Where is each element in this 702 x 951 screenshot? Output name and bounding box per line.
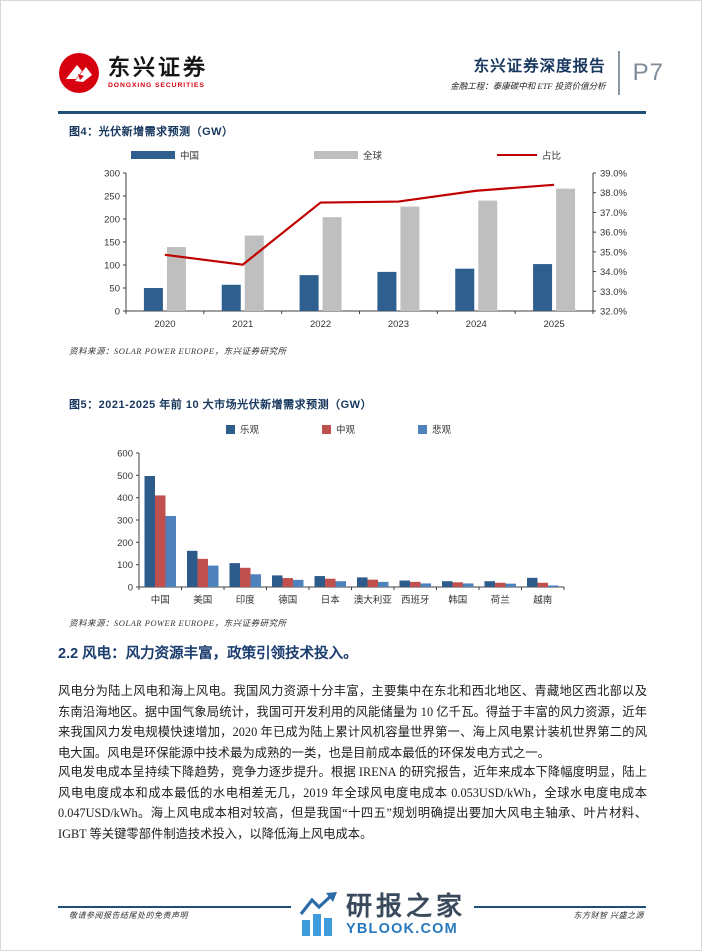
- footer-disclaimer-note: 敬请参阅报告结尾处的免责声明: [69, 911, 188, 920]
- yblook-logo-text: 研报之家 YBLOOK.COM: [346, 893, 466, 937]
- brand-text: 东兴证券 DONGXING SECURITIES: [108, 54, 209, 90]
- svg-text:澳大利亚: 澳大利亚: [354, 594, 393, 606]
- medium-swatch: [321, 424, 331, 434]
- svg-text:200: 200: [104, 215, 120, 226]
- legend-item-pessimistic: 悲观: [417, 422, 451, 436]
- figure4-chart: 0 50 100 150 200 250 300 32.0% 33.0% 34.0% 35.0% 36…: [96, 165, 641, 341]
- legend-item-global: 全球: [313, 148, 382, 162]
- svg-text:250: 250: [104, 192, 120, 203]
- page-header: 东兴证券 DONGXING SECURITIES 东兴证券深度报告 金融工程：泰…: [58, 51, 664, 95]
- figure5-legend: 乐观 中观 悲观: [226, 422, 451, 436]
- svg-text:2025: 2025: [544, 319, 565, 330]
- global-bar-swatch: [313, 151, 358, 159]
- svg-text:2024: 2024: [466, 319, 487, 330]
- yblook-watermark-logo: 研报之家 YBLOOK.COM: [291, 890, 475, 940]
- svg-text:500: 500: [117, 471, 133, 482]
- legend-label: 乐观: [240, 425, 260, 436]
- svg-text:38.0%: 38.0%: [600, 188, 627, 199]
- legend-label: 中观: [335, 425, 355, 436]
- svg-text:韩国: 韩国: [448, 594, 467, 606]
- svg-text:2020: 2020: [154, 319, 175, 330]
- legend-item-ratio: 占比: [496, 148, 561, 162]
- svg-text:300: 300: [104, 169, 120, 180]
- figure5-source: 资料来源：SOLAR POWER EUROPE，东兴证券研究所: [69, 618, 287, 628]
- optimistic-swatch: [226, 424, 235, 434]
- svg-text:32.0%: 32.0%: [600, 307, 627, 318]
- figure5-chart: 0 100 200 300 400 500 600 中国 美国 印度 德国 日本 澳大利亚 西班牙 韩国 荷兰…: [106, 445, 576, 617]
- china-bar-swatch: [131, 151, 175, 159]
- ratio-line-swatch: [496, 154, 537, 156]
- figure4-title: 图4：光伏新增需求预测（GW）: [69, 126, 234, 138]
- body-paragraph-2: 风电发电成本呈持续下降趋势，竞争力逐步提升。根据 IRENA 的研究报告，近年来…: [58, 765, 647, 842]
- yblook-logo-cn: 研报之家: [346, 891, 467, 922]
- svg-text:2022: 2022: [310, 319, 331, 330]
- svg-text:50: 50: [109, 284, 120, 295]
- svg-text:200: 200: [117, 538, 133, 549]
- svg-text:35.0%: 35.0%: [600, 247, 627, 258]
- header-divider: [617, 51, 620, 95]
- svg-text:400: 400: [117, 493, 133, 504]
- bar-chart-arrow-icon: [299, 892, 337, 936]
- svg-text:西班牙: 西班牙: [401, 594, 430, 606]
- svg-text:中国: 中国: [151, 594, 170, 606]
- body-paragraph-1: 风电分为陆上风电和海上风电。我国风力资源十分丰富，主要集中在东北和西北地区、青藏…: [58, 684, 647, 761]
- section-heading-2-2: 2.2 风电：风力资源丰富，政策引领技术投入。: [58, 646, 358, 662]
- report-subtitle: 金融工程：泰康碳中和 ETF 投资价值分析: [450, 81, 606, 91]
- svg-text:33.0%: 33.0%: [600, 287, 627, 298]
- svg-text:300: 300: [117, 516, 133, 527]
- figure4-legend: 中国 全球 占比: [131, 148, 561, 162]
- svg-text:荷兰: 荷兰: [491, 594, 510, 606]
- svg-text:德国: 德国: [278, 594, 297, 606]
- dongxing-brand: 东兴证券 DONGXING SECURITIES: [58, 52, 208, 94]
- svg-text:越南: 越南: [533, 594, 552, 606]
- svg-text:0: 0: [115, 307, 120, 318]
- legend-item-china: 中国: [131, 148, 199, 162]
- svg-text:印度: 印度: [236, 594, 256, 606]
- yblook-logo-domain: YBLOOK.COM: [346, 921, 458, 938]
- svg-text:37.0%: 37.0%: [600, 208, 627, 219]
- report-type-title: 东兴证券深度报告: [473, 58, 606, 75]
- header-right: 东兴证券深度报告 金融工程：泰康碳中和 ETF 投资价值分析 P7: [450, 51, 664, 95]
- svg-text:39.0%: 39.0%: [600, 169, 627, 180]
- brand-name-cn: 东兴证券: [108, 54, 209, 80]
- report-meta: 东兴证券深度报告 金融工程：泰康碳中和 ETF 投资价值分析: [450, 54, 605, 92]
- svg-text:100: 100: [117, 560, 133, 571]
- header-rule: [58, 111, 646, 114]
- footer-slogan: 东方财智 兴盛之源: [573, 911, 644, 920]
- svg-text:0: 0: [128, 583, 133, 594]
- legend-item-optimistic: 乐观: [226, 422, 259, 436]
- page-number: P7: [632, 59, 664, 86]
- figure5-title: 图5：2021-2025 年前 10 大市场光伏新增需求预测（GW）: [69, 399, 373, 411]
- legend-label: 全球: [362, 151, 382, 162]
- legend-item-medium: 中观: [321, 422, 355, 436]
- figure4-source: 资料来源：SOLAR POWER EUROPE，东兴证券研究所: [69, 346, 287, 356]
- svg-text:600: 600: [117, 449, 133, 460]
- svg-text:100: 100: [104, 261, 120, 272]
- svg-text:日本: 日本: [321, 594, 341, 606]
- svg-text:2023: 2023: [388, 319, 409, 330]
- pessimistic-swatch: [417, 424, 427, 434]
- dongxing-logo-icon: [59, 53, 99, 93]
- legend-label: 占比: [541, 151, 561, 162]
- legend-label: 悲观: [431, 425, 451, 436]
- svg-text:150: 150: [104, 238, 120, 249]
- svg-text:34.0%: 34.0%: [600, 267, 627, 278]
- svg-text:2021: 2021: [232, 319, 253, 330]
- svg-text:36.0%: 36.0%: [600, 228, 627, 239]
- svg-text:美国: 美国: [193, 594, 212, 606]
- legend-label: 中国: [180, 151, 200, 162]
- brand-name-en: DONGXING SECURITIES: [108, 81, 205, 89]
